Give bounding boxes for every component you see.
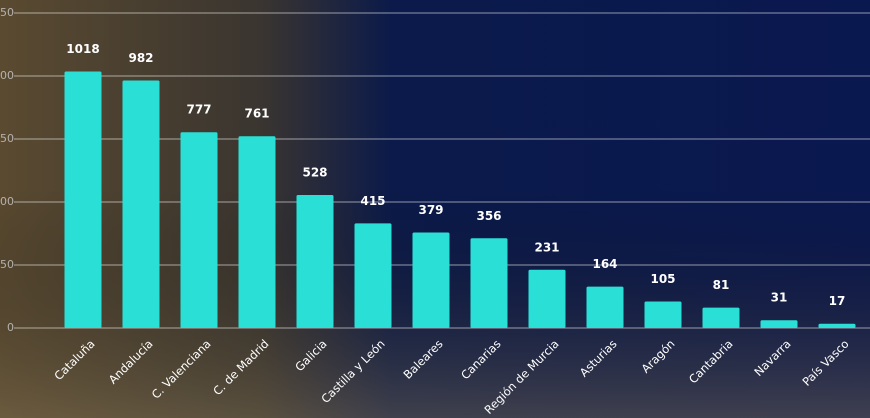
value-label: 761: [244, 107, 269, 121]
bar: [471, 238, 508, 328]
bar: [703, 308, 740, 328]
bar: [181, 132, 218, 328]
bar: [819, 324, 856, 328]
value-label: 379: [418, 203, 443, 217]
bar: [355, 223, 392, 328]
y-tick-label: 250: [0, 258, 14, 271]
value-label: 164: [592, 257, 617, 271]
y-tick-label: 500: [0, 195, 14, 208]
bar: [529, 270, 566, 328]
value-label: 982: [128, 51, 153, 65]
bar: [297, 195, 334, 328]
bar: [123, 81, 160, 328]
value-label: 17: [829, 294, 846, 308]
y-tick-label: 1000: [0, 69, 14, 82]
bar: [65, 71, 102, 328]
value-label: 777: [186, 103, 211, 117]
y-tick-label: 750: [0, 132, 14, 145]
bar: [239, 136, 276, 328]
bar: [413, 232, 450, 328]
value-label: 81: [713, 278, 730, 292]
value-label: 1018: [66, 42, 99, 56]
chart: 0250500750100012501018Cataluña982Andaluc…: [0, 0, 870, 418]
value-label: 31: [771, 291, 788, 305]
value-label: 415: [360, 194, 385, 208]
bar: [645, 302, 682, 328]
value-label: 105: [650, 272, 675, 286]
bar: [587, 287, 624, 328]
bar: [761, 320, 798, 328]
value-label: 356: [476, 209, 501, 223]
value-label: 231: [534, 240, 559, 254]
value-label: 528: [302, 165, 327, 179]
y-tick-label: 0: [7, 321, 14, 334]
y-tick-label: 1250: [0, 6, 14, 19]
